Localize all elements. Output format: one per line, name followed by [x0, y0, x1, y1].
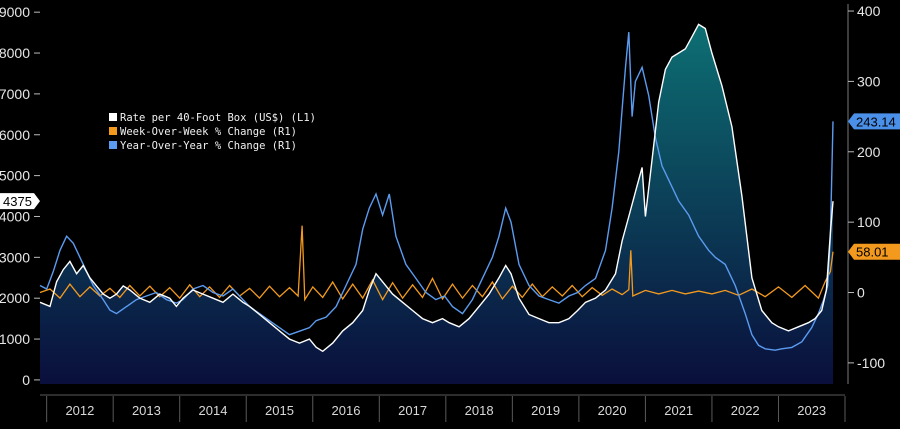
x-tick-label: 2020 [598, 403, 627, 418]
y-left-tick-label: 6000 [0, 127, 30, 143]
legend-swatch [109, 113, 117, 121]
x-tick-label: 2023 [797, 403, 826, 418]
last-value-yoy: 243.14 [856, 114, 896, 129]
x-tick-label: 2022 [731, 403, 760, 418]
series-line-yoy [39, 32, 834, 351]
legend-entry: Rate per 40-Foot Box (US$) (L1) [120, 112, 316, 124]
legend-entry: Week-Over-Week % Change (R1) [120, 126, 297, 138]
series-line-wow [39, 225, 834, 302]
y-right-tick-label: 400 [857, 3, 881, 19]
y-left-tick-label: 4000 [0, 209, 30, 225]
x-tick-label: 2015 [265, 403, 294, 418]
y-right-tick-label: 200 [857, 144, 881, 160]
y-left-tick-label: 3000 [0, 249, 30, 265]
y-right-tick-label: 0 [857, 285, 865, 301]
x-tick-label: 2019 [531, 403, 560, 418]
x-tick-label: 2018 [465, 403, 494, 418]
last-value-rate: 4375 [3, 194, 32, 209]
last-value-wow: 58.01 [856, 245, 889, 260]
y-right-tick-label: -100 [857, 355, 885, 371]
x-tick-label: 2016 [332, 403, 361, 418]
legend-swatch [109, 127, 117, 135]
y-left-tick-label: 0 [22, 372, 30, 388]
last-value-wow-box [848, 243, 900, 260]
y-right-tick-label: 100 [857, 214, 881, 230]
y-left-tick-label: 5000 [0, 168, 30, 184]
y-right-tick-label: 300 [857, 73, 881, 89]
y-left-tick-label: 2000 [0, 290, 30, 306]
x-tick-label: 2021 [664, 403, 693, 418]
last-value-rate-box [0, 193, 40, 210]
series-line-rate [39, 23, 834, 353]
legend: Rate per 40-Foot Box (US$) (L1) Week-Over… [106, 108, 316, 154]
last-value-yoy-box [848, 113, 900, 130]
rate-area [40, 24, 833, 385]
y-left-tick-label: 9000 [0, 4, 30, 20]
x-tick-label: 2014 [199, 403, 228, 418]
y-left-tick-label: 7000 [0, 86, 30, 102]
x-tick-label: 2012 [65, 403, 94, 418]
y-left-tick-label: 8000 [0, 45, 30, 61]
legend-swatch [109, 141, 117, 149]
x-tick-label: 2013 [132, 403, 161, 418]
y-left-tick-label: 1000 [0, 331, 30, 347]
x-tick-label: 2017 [398, 403, 427, 418]
legend-entry: Year-Over-Year % Change (R1) [120, 140, 297, 152]
legend-background [106, 108, 304, 154]
